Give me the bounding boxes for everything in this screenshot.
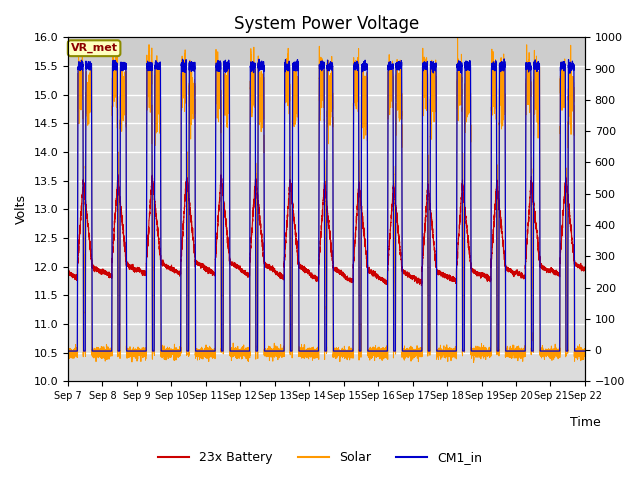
Text: VR_met: VR_met: [70, 43, 118, 53]
Bar: [68, 37, 585, 66]
Legend: 23x Battery, Solar, CM1_in: 23x Battery, Solar, CM1_in: [153, 446, 487, 469]
Y-axis label: Volts: Volts: [15, 194, 28, 224]
Title: System Power Voltage: System Power Voltage: [234, 15, 419, 33]
X-axis label: Time: Time: [570, 416, 600, 429]
